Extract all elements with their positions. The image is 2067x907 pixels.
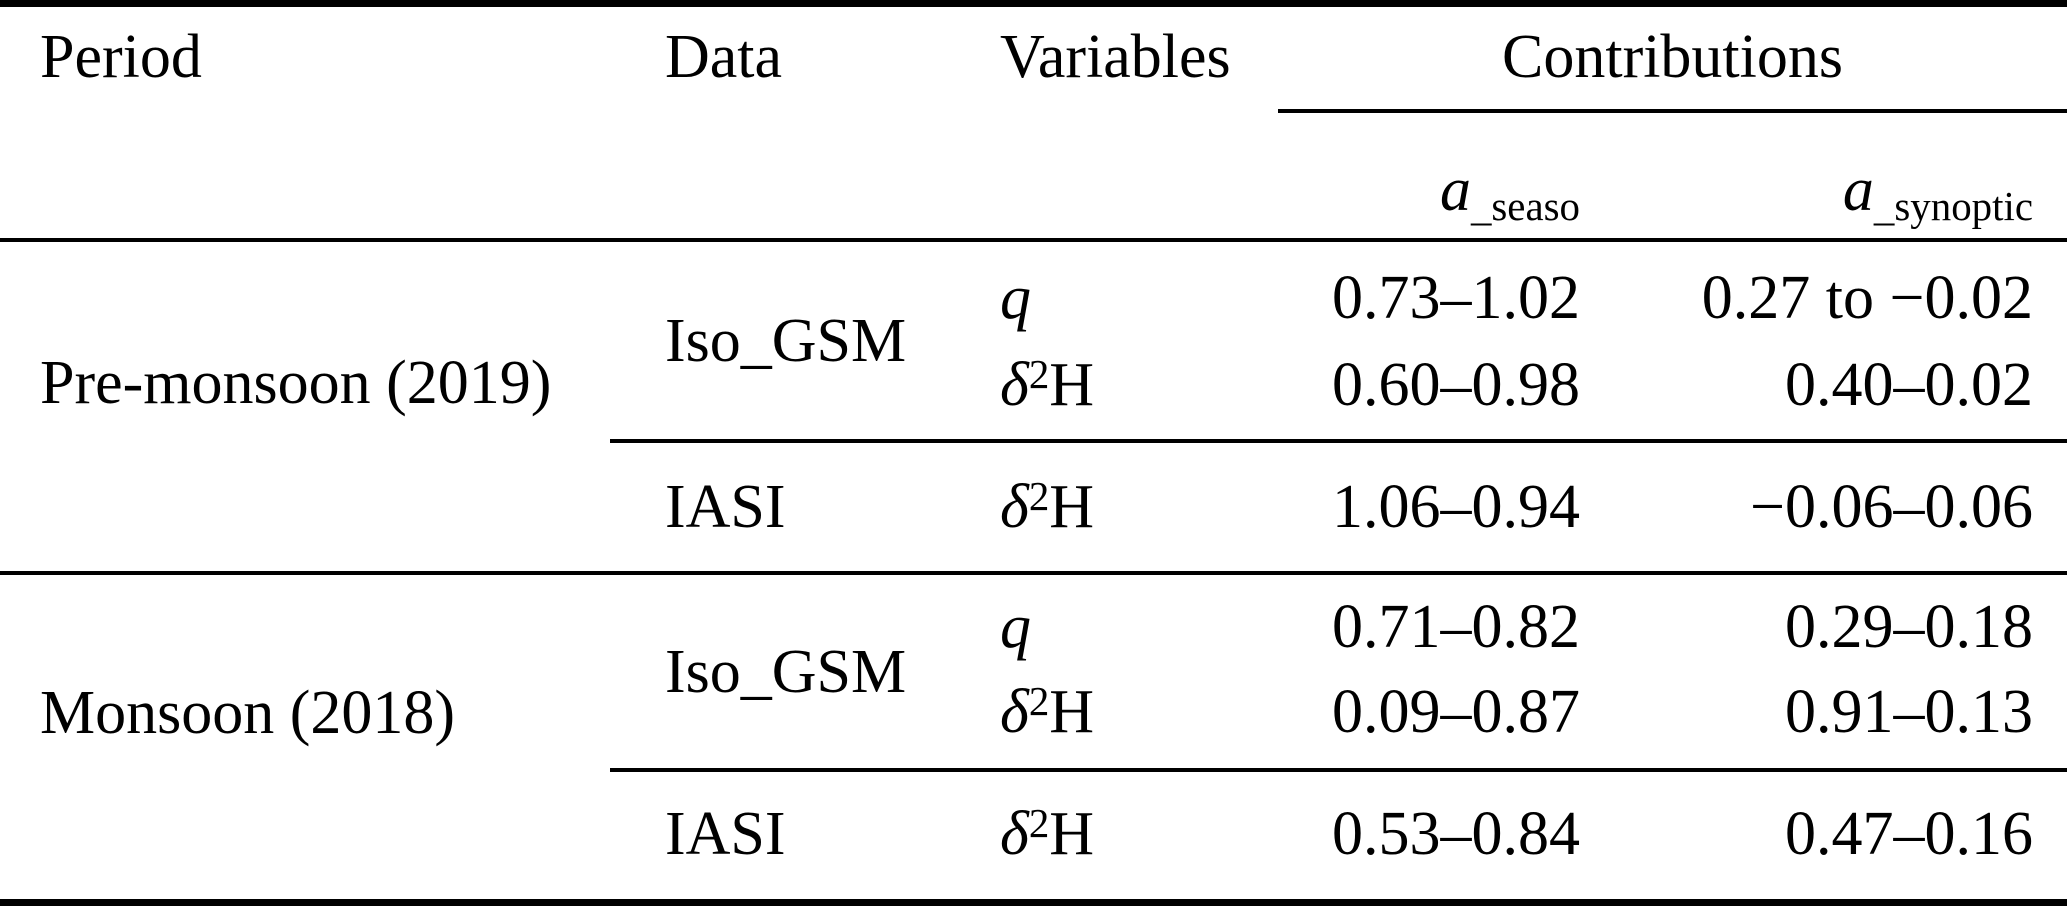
value-synoptic-iasi: −0.06–0.06 bbox=[1750, 473, 2033, 541]
data-cell-iso-gsm: Iso_GSM bbox=[665, 638, 907, 706]
a-seaso-symbol: a bbox=[1439, 156, 1471, 224]
value-seaso-d2h: 0.60–0.98 bbox=[1332, 351, 1580, 419]
variable-delta2h: δ2H bbox=[1000, 678, 1095, 750]
variable-delta2h: δ2H bbox=[1000, 473, 1095, 545]
data-cell-iasi: IASI bbox=[665, 473, 786, 541]
contributions-span-rule bbox=[1278, 109, 2067, 113]
delta-symbol: δ bbox=[1000, 351, 1029, 419]
col-header-period: Period bbox=[40, 23, 202, 91]
a-synoptic-symbol: a bbox=[1842, 156, 1874, 224]
period-cell: Pre-monsoon (2019) bbox=[40, 349, 552, 417]
value-seaso-q: 0.71–0.82 bbox=[1332, 593, 1580, 661]
col-header-a-synoptic: a_synoptic bbox=[1593, 156, 2033, 229]
superscript-2: 2 bbox=[1028, 351, 1050, 397]
a-synoptic-subscript: _synoptic bbox=[1873, 183, 2033, 229]
value-seaso-q: 0.73–1.02 bbox=[1332, 264, 1580, 332]
variable-q: q bbox=[1000, 264, 1031, 332]
value-seaso-d2h: 0.09–0.87 bbox=[1332, 678, 1580, 746]
value-seaso-iasi: 0.53–0.84 bbox=[1332, 800, 1580, 868]
variable-delta2h: δ2H bbox=[1000, 800, 1095, 872]
hydrogen-symbol: H bbox=[1049, 800, 1095, 868]
table-bottom-rule bbox=[0, 899, 2067, 906]
hydrogen-symbol: H bbox=[1049, 473, 1095, 541]
superscript-2: 2 bbox=[1028, 800, 1050, 846]
value-synoptic-q: 0.27 to −0.02 bbox=[1701, 264, 2033, 332]
value-synoptic-d2h: 0.40–0.02 bbox=[1785, 351, 2033, 419]
hydrogen-symbol: H bbox=[1049, 351, 1095, 419]
a-seaso-subscript: _seaso bbox=[1470, 183, 1580, 229]
col-header-a-seaso: a_seaso bbox=[1230, 156, 1580, 229]
header-bottom-rule bbox=[0, 238, 2067, 242]
value-synoptic-d2h: 0.91–0.13 bbox=[1785, 678, 2033, 746]
variable-q: q bbox=[1000, 593, 1031, 661]
col-header-variables: Variables bbox=[1000, 23, 1231, 91]
premonsoon-mid-rule bbox=[610, 439, 2067, 443]
superscript-2: 2 bbox=[1028, 473, 1050, 519]
delta-symbol: δ bbox=[1000, 800, 1029, 868]
period-cell: Monsoon (2018) bbox=[40, 679, 456, 747]
section-divider-rule bbox=[0, 571, 2067, 575]
monsoon-mid-rule bbox=[610, 768, 2067, 772]
col-header-data: Data bbox=[665, 23, 783, 91]
data-cell-iasi: IASI bbox=[665, 800, 786, 868]
value-seaso-iasi: 1.06–0.94 bbox=[1332, 473, 1580, 541]
hydrogen-symbol: H bbox=[1049, 678, 1095, 746]
col-header-contributions: Contributions bbox=[1501, 23, 1844, 91]
data-cell-iso-gsm: Iso_GSM bbox=[665, 307, 907, 375]
table-top-rule bbox=[0, 0, 2067, 7]
delta-symbol: δ bbox=[1000, 473, 1029, 541]
value-synoptic-iasi: 0.47–0.16 bbox=[1785, 800, 2033, 868]
value-synoptic-q: 0.29–0.18 bbox=[1785, 593, 2033, 661]
variable-delta2h: δ2H bbox=[1000, 351, 1095, 423]
superscript-2: 2 bbox=[1028, 678, 1050, 724]
delta-symbol: δ bbox=[1000, 678, 1029, 746]
